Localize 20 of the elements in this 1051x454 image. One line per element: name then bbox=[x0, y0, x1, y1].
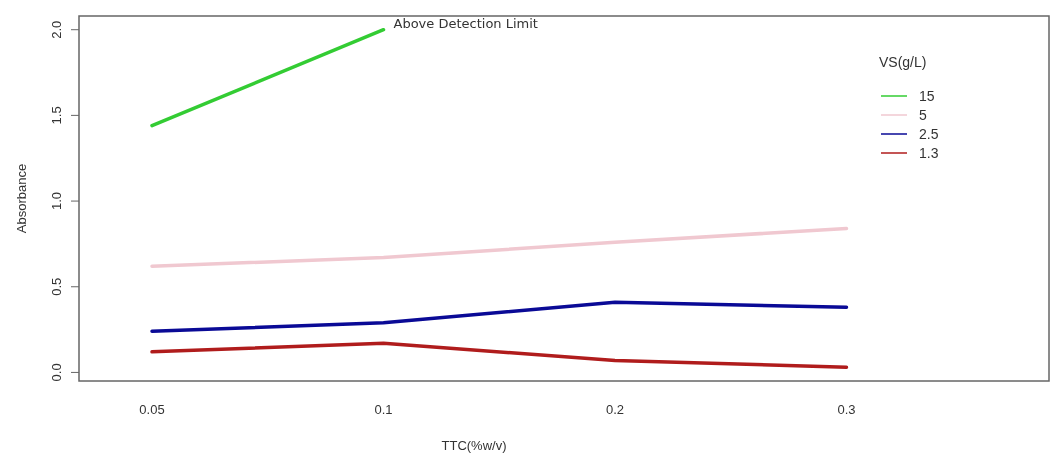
x-tick-label: 0.3 bbox=[837, 402, 856, 417]
x-axis-title: TTC(%w/v) bbox=[441, 438, 507, 453]
line-series bbox=[150, 300, 849, 334]
y-tick-label: 1.0 bbox=[49, 192, 64, 211]
line-series bbox=[150, 341, 849, 370]
y-tick-label: 1.5 bbox=[49, 106, 64, 125]
y-axis-title: Absorbance bbox=[14, 163, 29, 234]
y-tick-label: 0.5 bbox=[49, 277, 64, 296]
legend-title: VS(g/L) bbox=[879, 54, 927, 70]
x-tick-label: 0.1 bbox=[374, 402, 393, 417]
y-tick-label: 0.0 bbox=[49, 363, 64, 382]
y-tick-label: 2.0 bbox=[49, 20, 64, 39]
legend-label: 15 bbox=[919, 88, 935, 104]
x-tick-label: 0.2 bbox=[605, 402, 625, 417]
annotation: Above Detection Limit bbox=[393, 15, 538, 31]
x-tick-label: 0.05 bbox=[139, 402, 165, 417]
line-series bbox=[150, 226, 849, 268]
legend-label: 5 bbox=[919, 107, 927, 123]
legend-label: 2.5 bbox=[919, 126, 939, 142]
legend-label: 1.3 bbox=[919, 145, 939, 161]
